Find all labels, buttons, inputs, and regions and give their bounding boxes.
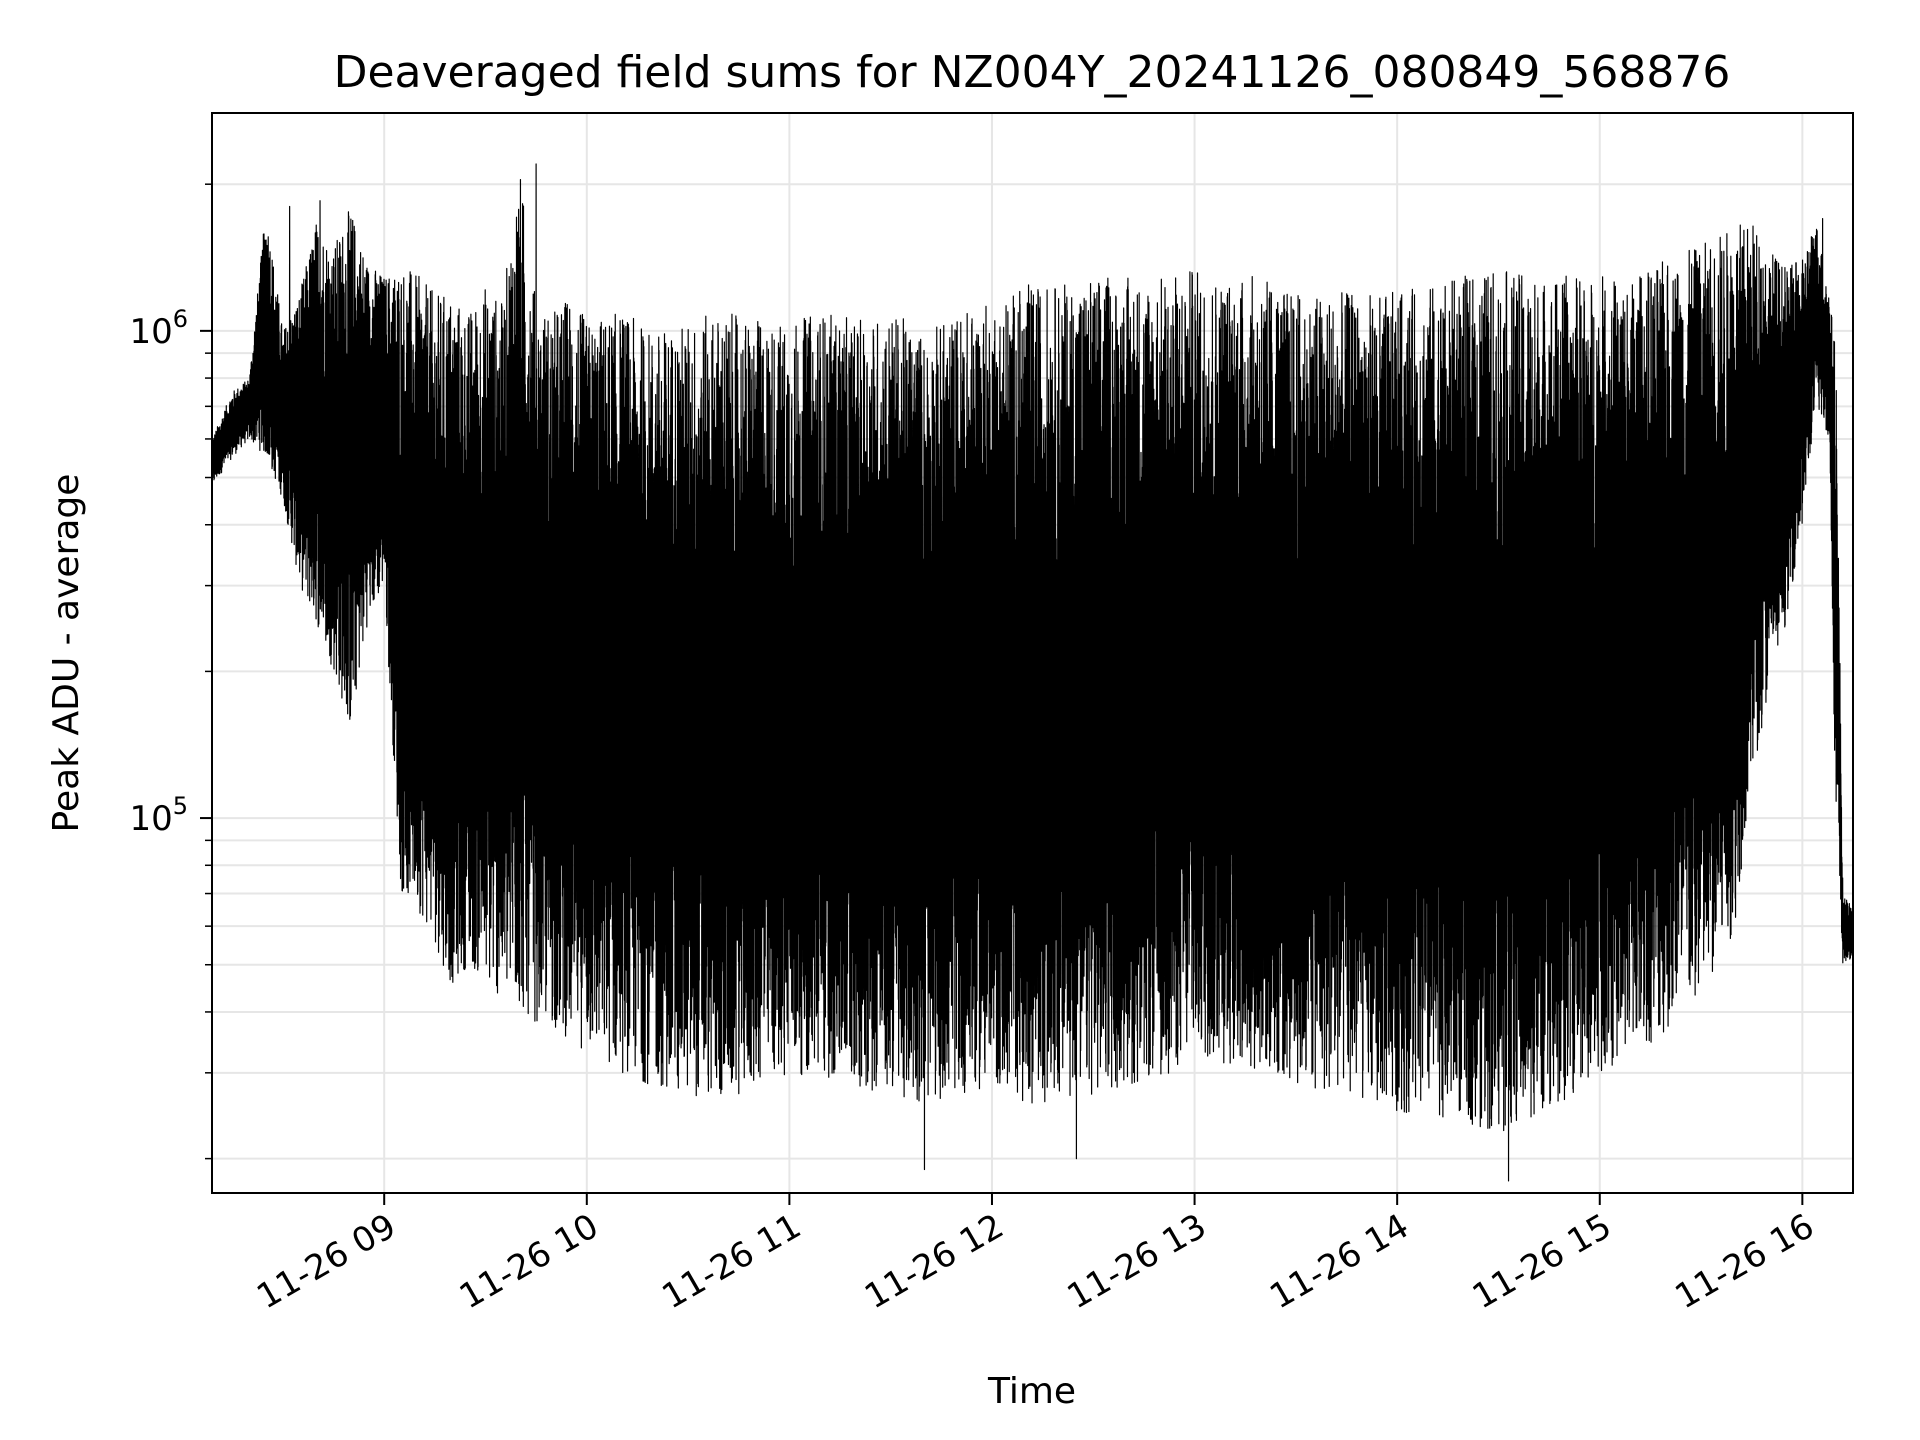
y-axis-label: Peak ADU - average: [46, 474, 87, 833]
chart-title: Deaveraged field sums for NZ004Y_2024112…: [334, 47, 1731, 98]
x-axis-label: Time: [987, 1371, 1076, 1412]
y-tick-label: 106: [129, 305, 188, 352]
series-line: [211, 163, 1854, 1182]
y-tick-label: 105: [129, 792, 188, 839]
plot-area: [211, 163, 1854, 1182]
y-axis: 105 106: [129, 183, 212, 1160]
plot-frame: [211, 112, 1854, 1194]
